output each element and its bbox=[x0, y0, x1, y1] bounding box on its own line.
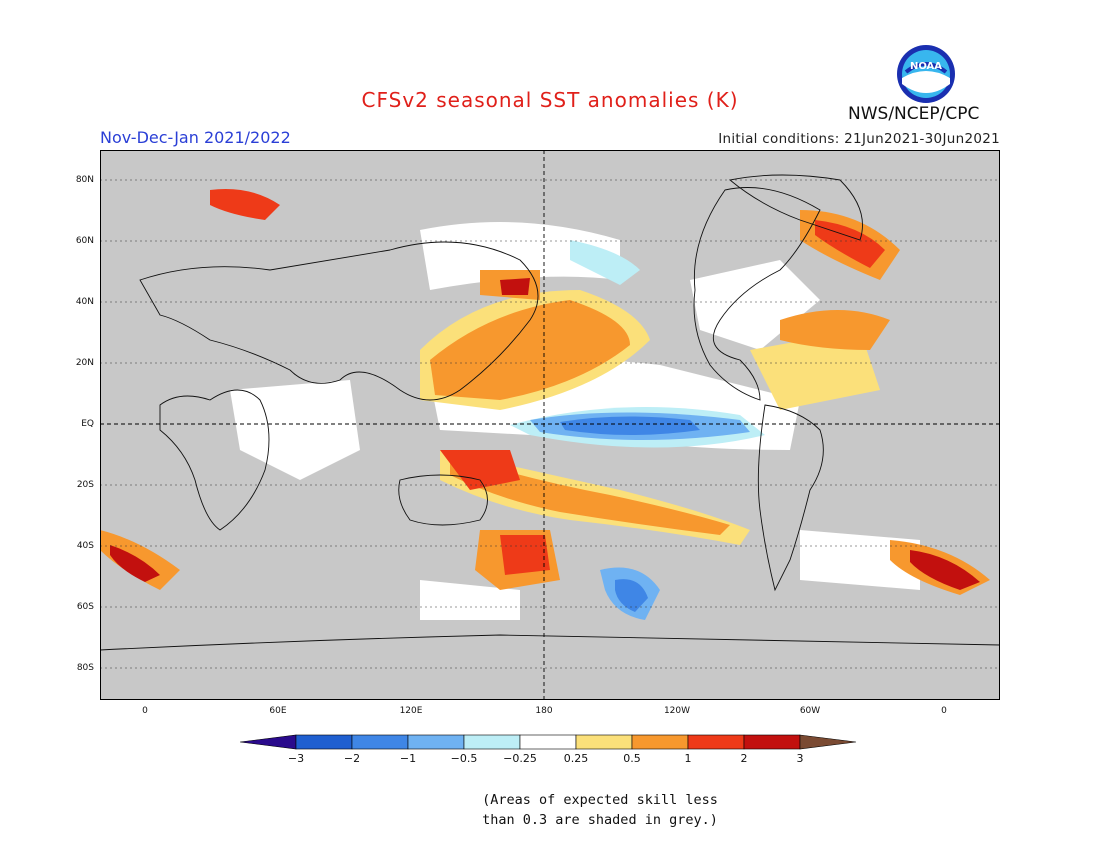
lat-label: 60S bbox=[76, 602, 94, 612]
lat-label: 20S bbox=[76, 480, 94, 490]
colorbar-tick-label: −2 bbox=[343, 752, 361, 765]
colorbar-segment bbox=[519, 734, 577, 750]
map-title: CFSv2 seasonal SST anomalies (K) bbox=[361, 88, 739, 112]
cool-anomaly-regions bbox=[510, 240, 765, 620]
noaa-logo: NOAA bbox=[897, 45, 955, 103]
colorbar-tick-label: 0.5 bbox=[623, 752, 641, 765]
colorbar-tick-label: 3 bbox=[796, 752, 804, 765]
sst-anomaly-map bbox=[100, 150, 1000, 700]
colorbar-segment bbox=[351, 734, 409, 750]
lat-label: 60N bbox=[75, 236, 94, 246]
colorbar bbox=[240, 734, 857, 750]
lon-label: 60W bbox=[799, 706, 821, 716]
colorbar-segment bbox=[407, 734, 465, 750]
colorbar-segment bbox=[631, 734, 689, 750]
warm-anomaly-regions bbox=[100, 189, 990, 595]
noaa-logo-text: NOAA bbox=[910, 61, 942, 72]
skill-note-line2: than 0.3 are shaded in grey.) bbox=[482, 812, 718, 828]
lat-label: 40N bbox=[75, 297, 94, 307]
colorbar-tick-label: 1 bbox=[684, 752, 692, 765]
colorbar-segment bbox=[240, 734, 297, 750]
lon-label: 60E bbox=[269, 706, 287, 716]
colorbar-tick-label: −0.5 bbox=[450, 752, 478, 765]
colorbar-segment bbox=[743, 734, 801, 750]
lat-label: EQ bbox=[81, 419, 94, 429]
lat-gridlines bbox=[100, 179, 1000, 669]
lat-label: 80S bbox=[76, 663, 94, 673]
organization-label: NWS/NCEP/CPC bbox=[848, 104, 980, 124]
lon-label: 120W bbox=[663, 706, 691, 716]
colorbar-segment bbox=[575, 734, 633, 750]
lat-label: 40S bbox=[76, 541, 94, 551]
colorbar-segment bbox=[295, 734, 353, 750]
colorbar-segment bbox=[687, 734, 745, 750]
lon-label: 0 bbox=[142, 706, 148, 716]
colorbar-tick-label: −1 bbox=[399, 752, 417, 765]
colorbar-tick-label: −0.25 bbox=[503, 752, 537, 765]
colorbar-segment bbox=[463, 734, 521, 750]
colorbar-tick-label: 2 bbox=[740, 752, 748, 765]
lon-label: 180 bbox=[535, 706, 553, 716]
lon-label: 120E bbox=[399, 706, 423, 716]
lon-label: 0 bbox=[941, 706, 947, 716]
coastlines bbox=[100, 174, 1000, 651]
lat-label: 20N bbox=[75, 358, 94, 368]
colorbar-segment bbox=[799, 734, 857, 750]
skill-note-line1: (Areas of expected skill less bbox=[482, 792, 718, 808]
initial-conditions: Initial conditions: 21Jun2021-30Jun2021 bbox=[718, 131, 1000, 147]
lat-label: 80N bbox=[75, 175, 94, 185]
colorbar-tick-label: −3 bbox=[287, 752, 305, 765]
forecast-period: Nov-Dec-Jan 2021/2022 bbox=[100, 128, 291, 147]
colorbar-tick-label: 0.25 bbox=[563, 752, 589, 765]
